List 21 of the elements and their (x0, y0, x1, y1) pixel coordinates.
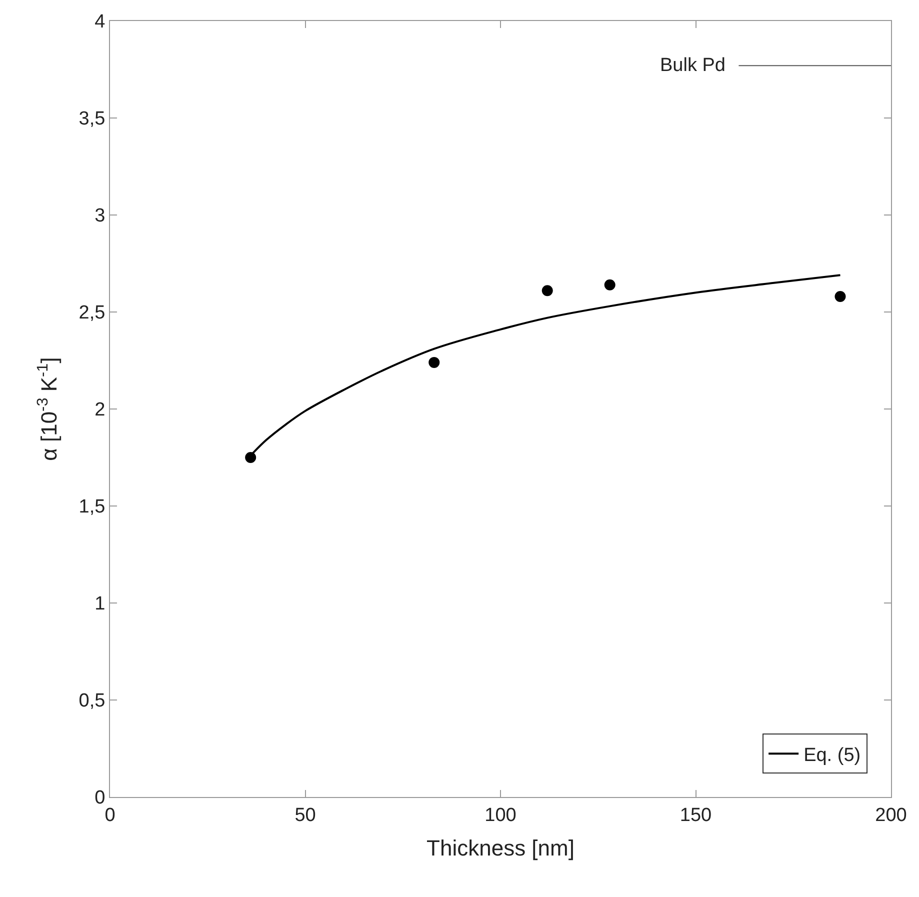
y-tick-label: 1 (94, 594, 106, 615)
y-tick-label: 3 (94, 206, 106, 227)
legend-label: Eq. (5) (804, 744, 861, 766)
y-tick-label: 3,5 (78, 108, 106, 130)
series-label: Bulk Pd (660, 55, 726, 76)
y-tick-label: 4 (94, 12, 106, 33)
y-tick-label: 0 (94, 788, 106, 809)
x-tick-label: 200 (875, 804, 907, 826)
point (604, 279, 616, 290)
x-tick-label: 150 (680, 804, 712, 826)
y-tick-label: 2,5 (78, 302, 106, 324)
y-tick-label: 0,5 (78, 690, 106, 712)
x-axis-title: Thickness [nm] (426, 836, 574, 861)
y-tick-label: 1,5 (78, 496, 106, 518)
point (245, 452, 256, 463)
point (834, 290, 846, 302)
x-tick-label: 50 (294, 804, 316, 826)
point (428, 356, 440, 368)
point (542, 285, 553, 296)
y-tick-label: 2 (94, 400, 106, 421)
x-tick-label: 100 (484, 804, 516, 826)
